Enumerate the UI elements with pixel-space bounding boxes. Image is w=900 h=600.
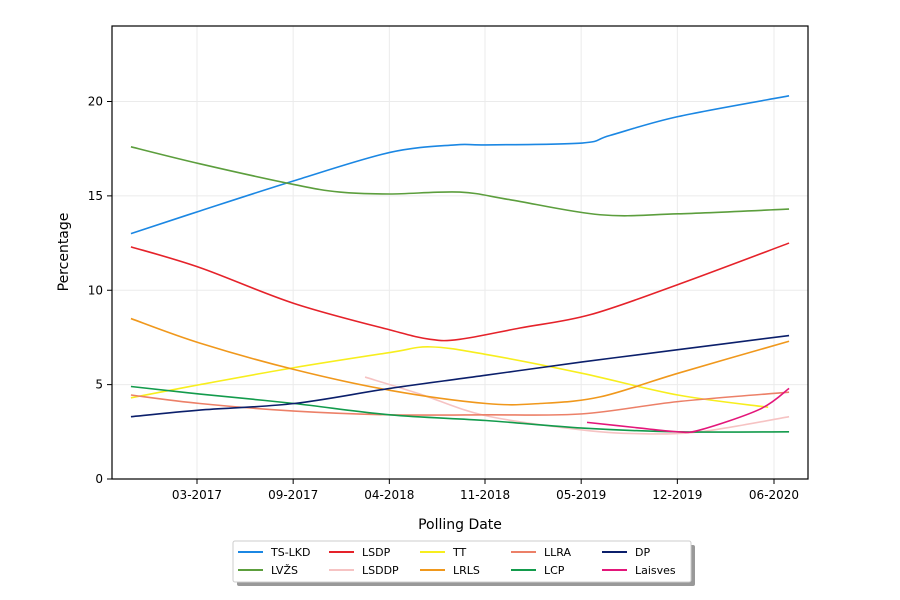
x-tick-label: 03-2017 (172, 488, 222, 502)
legend-label: TT (452, 546, 467, 559)
x-tick-label: 04-2018 (364, 488, 414, 502)
x-tick-label: 12-2019 (652, 488, 702, 502)
y-axis-title: Percentage (56, 213, 72, 292)
legend-label: DP (635, 546, 650, 559)
y-tick-label: 20 (88, 95, 103, 109)
y-tick-label: 10 (88, 283, 103, 297)
legend-label: LRLS (453, 564, 480, 577)
x-tick-label: 06-2020 (749, 488, 799, 502)
legend-label: LLRA (544, 546, 571, 559)
legend-label: LSDDP (362, 564, 399, 577)
legend-label: LVŽS (271, 564, 298, 577)
legend-label: Laisves (635, 564, 676, 577)
x-tick-label: 11-2018 (460, 488, 510, 502)
x-tick-label: 09-2017 (268, 488, 318, 502)
legend: TS-LKD LVŽS LSDP LSDDP TT LRLS LLRA LCP DP Laisve… (233, 541, 695, 586)
y-tick-label: 15 (88, 189, 103, 203)
y-tick-label: 0 (95, 472, 103, 486)
legend-label: TS-LKD (270, 546, 310, 559)
x-axis-title: Polling Date (418, 517, 502, 533)
legend-label: LCP (544, 564, 565, 577)
y-tick-label: 5 (95, 378, 103, 392)
x-tick-label: 05-2019 (556, 488, 606, 502)
legend-label: LSDP (362, 546, 391, 559)
